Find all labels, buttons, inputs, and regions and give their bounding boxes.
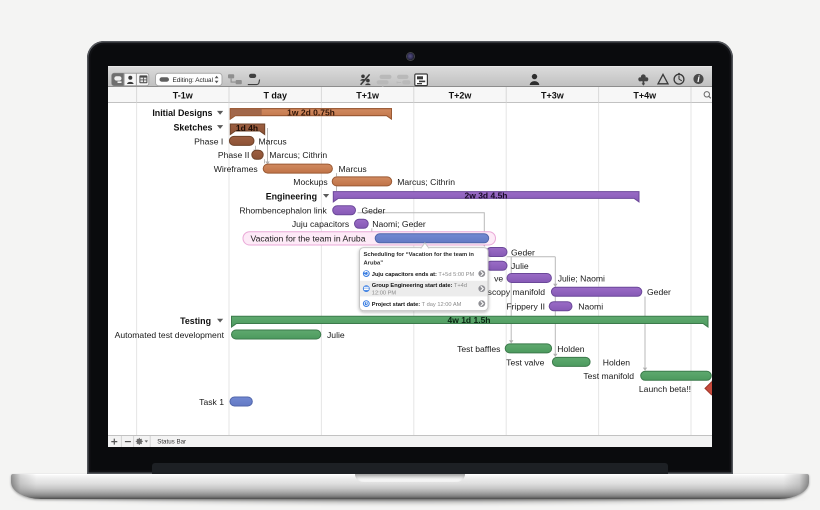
svg-text:Group Engineering start date:: Group Engineering start date: T+4d bbox=[372, 283, 467, 289]
svg-text:Test manifold: Test manifold bbox=[583, 371, 634, 381]
svg-text:Sketches: Sketches bbox=[174, 122, 213, 132]
svg-text:Test valve: Test valve bbox=[506, 357, 544, 367]
svg-text:Holden: Holden bbox=[557, 344, 584, 354]
svg-text:Initial Designs: Initial Designs bbox=[152, 108, 212, 118]
svg-text:Vacation for the team in Aruba: Vacation for the team in Aruba bbox=[251, 233, 366, 243]
svg-text:1d 4h: 1d 4h bbox=[236, 123, 258, 133]
svg-text:Scheduling for “Vacation for t: Scheduling for “Vacation for the team in bbox=[364, 252, 475, 258]
svg-text:Naomi; Geder: Naomi; Geder bbox=[372, 219, 426, 229]
svg-text:Juju capacitors ends at: T+5d: Juju capacitors ends at: T+5d 5:00 PM bbox=[372, 272, 475, 278]
svg-text:Frippery II: Frippery II bbox=[506, 302, 545, 312]
svg-text:T day: T day bbox=[263, 90, 287, 100]
svg-text:Marcus; Cithrin: Marcus; Cithrin bbox=[397, 177, 455, 187]
svg-text:T+4w: T+4w bbox=[633, 90, 657, 100]
svg-text:Marcus; Cithrin: Marcus; Cithrin bbox=[269, 150, 327, 160]
svg-text:Status Bar: Status Bar bbox=[157, 439, 186, 446]
svg-text:Julie: Julie bbox=[511, 261, 529, 271]
svg-text:Naomi: Naomi bbox=[578, 302, 603, 312]
svg-text:Automated test development: Automated test development bbox=[115, 330, 225, 340]
svg-text:T+2w: T+2w bbox=[449, 90, 473, 100]
svg-text:Phase II: Phase II bbox=[218, 150, 250, 160]
svg-text:12:00 PM: 12:00 PM bbox=[372, 290, 397, 296]
svg-text:Phase I: Phase I bbox=[194, 136, 223, 146]
svg-text:T+1w: T+1w bbox=[356, 90, 380, 100]
svg-text:1w 2d 0.75h: 1w 2d 0.75h bbox=[287, 107, 335, 117]
svg-text:Engineering: Engineering bbox=[266, 191, 317, 201]
svg-text:Marcus: Marcus bbox=[339, 164, 367, 174]
svg-text:scopy manifold: scopy manifold bbox=[488, 287, 546, 297]
svg-text:T-1w: T-1w bbox=[173, 90, 194, 100]
svg-text:Holden: Holden bbox=[603, 357, 630, 367]
svg-text:Wireframes: Wireframes bbox=[214, 164, 258, 174]
svg-text:Testing: Testing bbox=[180, 316, 211, 326]
svg-text:Launch beta!!: Launch beta!! bbox=[639, 384, 691, 394]
svg-text:Editing: Actual: Editing: Actual bbox=[173, 77, 214, 84]
svg-text:Aruba”: Aruba” bbox=[364, 261, 384, 267]
svg-text:Marcus: Marcus bbox=[259, 136, 287, 146]
svg-text:Test baffles: Test baffles bbox=[457, 344, 500, 354]
svg-text:4w 1d 1.5h: 4w 1d 1.5h bbox=[448, 315, 491, 325]
svg-text:Julie: Julie bbox=[327, 330, 345, 340]
svg-text:T+3w: T+3w bbox=[541, 90, 565, 100]
svg-text:Geder: Geder bbox=[362, 206, 386, 216]
svg-text:Rhombencephalon link: Rhombencephalon link bbox=[239, 206, 327, 216]
svg-text:Geder: Geder bbox=[647, 287, 671, 297]
svg-text:i: i bbox=[697, 74, 700, 84]
svg-text:Project start date: T day 12:0: Project start date: T day 12:00 AM bbox=[372, 302, 462, 308]
svg-text:Geder: Geder bbox=[511, 247, 535, 257]
svg-text:Juju capacitors: Juju capacitors bbox=[292, 219, 349, 229]
svg-text:Julie; Naomi: Julie; Naomi bbox=[558, 273, 605, 283]
svg-text:2w 3d 4.5h: 2w 3d 4.5h bbox=[465, 190, 508, 200]
svg-text:Mockups: Mockups bbox=[293, 177, 327, 187]
svg-text:Task 1: Task 1 bbox=[199, 397, 224, 407]
svg-text:ve: ve bbox=[494, 273, 503, 283]
